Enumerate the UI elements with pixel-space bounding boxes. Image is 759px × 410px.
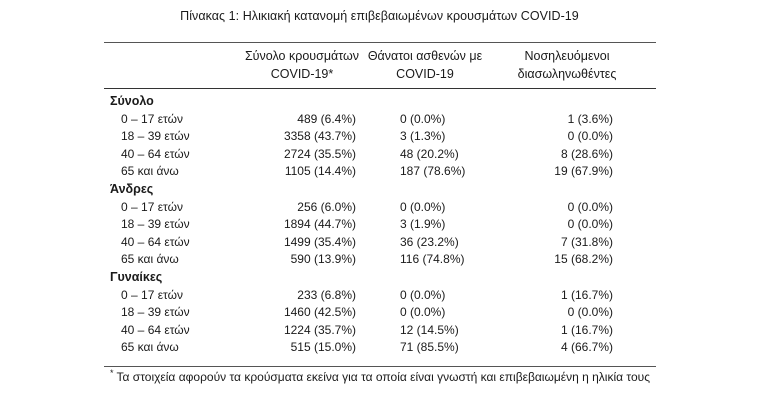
deaths-cell: 71 (85.5%) — [400, 339, 459, 354]
footnote-marker: * — [110, 368, 114, 378]
deaths-cell: 187 (78.6%) — [400, 163, 466, 178]
table-row: 65 και άνω 590 (13.9%) 116 (74.8%) 15 (68.2… — [0, 252, 759, 268]
table-row: 0 – 17 ετών 489 (6.4%) 0 (0.0%) 1 (3.6%) — [0, 112, 759, 128]
header-intubated-line2: διασωληνωθέντες — [517, 67, 617, 81]
deaths-cell: 12 (14.5%) — [400, 322, 459, 337]
cases-cell: 590 (13.9%) — [290, 251, 356, 266]
deaths-cell: 116 (74.8%) — [400, 251, 465, 266]
age-cell: 0 – 17 ετών — [121, 112, 183, 126]
intubated-cell: 0 (0.0%) — [567, 200, 613, 214]
age-cell: 65 και άνω — [121, 339, 179, 354]
cases-cell: 489 (6.4%) — [297, 112, 356, 126]
table-row: 18 – 39 ετών 1894 (44.7%) 3 (1.9%) 0 (0.0%) — [0, 217, 759, 233]
header-deaths-line1: Θάνατοι ασθενών με — [367, 49, 483, 63]
table-row: 18 – 39 ετών 1460 (42.5%) 0 (0.0%) 0 (0.0%) — [0, 305, 759, 321]
deaths-cell: 0 (0.0%) — [400, 200, 446, 214]
table-row: 40 – 64 ετών 2724 (35.5%) 48 (20.2%) 8 (28.… — [0, 147, 759, 163]
intubated-cell: 0 (0.0%) — [567, 129, 613, 144]
intubated-cell: 4 (66.7%) — [560, 339, 613, 354]
deaths-cell: 3 (1.9%) — [400, 217, 446, 232]
header-total-cases-line1: Σύνολο κρουσμάτων — [244, 49, 360, 63]
age-cell: 40 – 64 ετών — [121, 234, 190, 249]
cases-cell: 233 (6.8%) — [297, 288, 356, 302]
cases-cell: 256 (6.0%) — [297, 200, 356, 214]
deaths-cell: 36 (23.2%) — [400, 234, 459, 249]
age-cell: 40 – 64 ετών — [121, 146, 190, 161]
group-title: Σύνολο — [110, 94, 154, 108]
age-cell: 18 – 39 ετών — [121, 129, 190, 144]
intubated-cell: 19 (67.9%) — [554, 163, 613, 178]
header-deaths-line2: COVID-19 — [396, 67, 454, 81]
deaths-cell: 3 (1.3%) — [400, 129, 446, 144]
cases-cell: 1499 (35.4%) — [283, 234, 356, 249]
deaths-cell: 48 (20.2%) — [400, 146, 459, 161]
intubated-cell: 7 (31.8%) — [560, 234, 613, 249]
footnote: * Τα στοιχεία αφορούν τα κρούσματα εκείνα… — [110, 368, 650, 384]
header-total-cases-line2: COVID-19* — [270, 67, 334, 81]
cases-cell: 1460 (42.5%) — [283, 305, 356, 320]
intubated-cell: 0 (0.0%) — [567, 217, 613, 232]
age-cell: 0 – 17 ετών — [121, 200, 183, 214]
header-intubated-line1: Νοσηλευόμενοι — [524, 49, 610, 63]
age-cell: 18 – 39 ετών — [121, 305, 190, 320]
group-title: Γυναίκες — [110, 270, 163, 284]
header-intubated: Νοσηλευόμενοι διασωληνωθέντες — [497, 47, 637, 83]
intubated-cell: 1 (16.7%) — [560, 322, 613, 337]
footnote-text: Τα στοιχεία αφορούν τα κρούσματα εκείνα … — [116, 370, 650, 384]
top-rule — [104, 42, 656, 43]
deaths-cell: 0 (0.0%) — [400, 112, 446, 126]
age-cell: 0 – 17 ετών — [121, 288, 183, 302]
cases-cell: 2724 (35.5%) — [283, 146, 356, 161]
cases-cell: 515 (15.0%) — [290, 339, 356, 354]
header-total-cases: Σύνολο κρουσμάτων COVID-19* — [232, 47, 372, 83]
intubated-cell: 0 (0.0%) — [567, 305, 613, 320]
table-row: 0 – 17 ετών 256 (6.0%) 0 (0.0%) 0 (0.0%) — [0, 200, 759, 216]
table-row: 18 – 39 ετών 3358 (43.7%) 3 (1.3%) 0 (0.0%) — [0, 129, 759, 145]
table-row: 40 – 64 ετών 1224 (35.7%) 12 (14.5%) 1 (16.… — [0, 323, 759, 339]
cases-cell: 1105 (14.4%) — [284, 163, 356, 178]
group-title: Άνδρες — [110, 182, 154, 196]
bottom-rule — [104, 366, 656, 367]
table-row: 65 και άνω 515 (15.0%) 71 (85.5%) 4 (66.7%) — [0, 340, 759, 356]
age-cell: 65 και άνω — [121, 163, 179, 178]
intubated-cell: 1 (3.6%) — [567, 112, 613, 126]
age-cell: 65 και άνω — [121, 251, 179, 266]
age-cell: 18 – 39 ετών — [121, 217, 190, 232]
deaths-cell: 0 (0.0%) — [400, 288, 446, 302]
cases-cell: 1894 (44.7%) — [283, 217, 356, 232]
intubated-cell: 1 (16.7%) — [560, 288, 613, 302]
table-caption: Πίνακας 1: Ηλικιακή κατανομή επιβεβαιωμέ… — [180, 9, 579, 23]
intubated-cell: 8 (28.6%) — [560, 146, 613, 161]
intubated-cell: 15 (68.2%) — [554, 251, 613, 266]
header-deaths: Θάνατοι ασθενών με COVID-19 — [360, 47, 490, 83]
table-row: 0 – 17 ετών 233 (6.8%) 0 (0.0%) 1 (16.7%) — [0, 288, 759, 304]
table-row: 40 – 64 ετών 1499 (35.4%) 36 (23.2%) 7 (31.… — [0, 235, 759, 251]
header-rule — [104, 88, 656, 89]
deaths-cell: 0 (0.0%) — [400, 305, 446, 320]
table-row: 65 και άνω 1105 (14.4%) 187 (78.6%) 19 (67.… — [0, 164, 759, 180]
age-cell: 40 – 64 ετών — [121, 322, 190, 337]
cases-cell: 1224 (35.7%) — [283, 322, 356, 337]
cases-cell: 3358 (43.7%) — [283, 129, 356, 144]
